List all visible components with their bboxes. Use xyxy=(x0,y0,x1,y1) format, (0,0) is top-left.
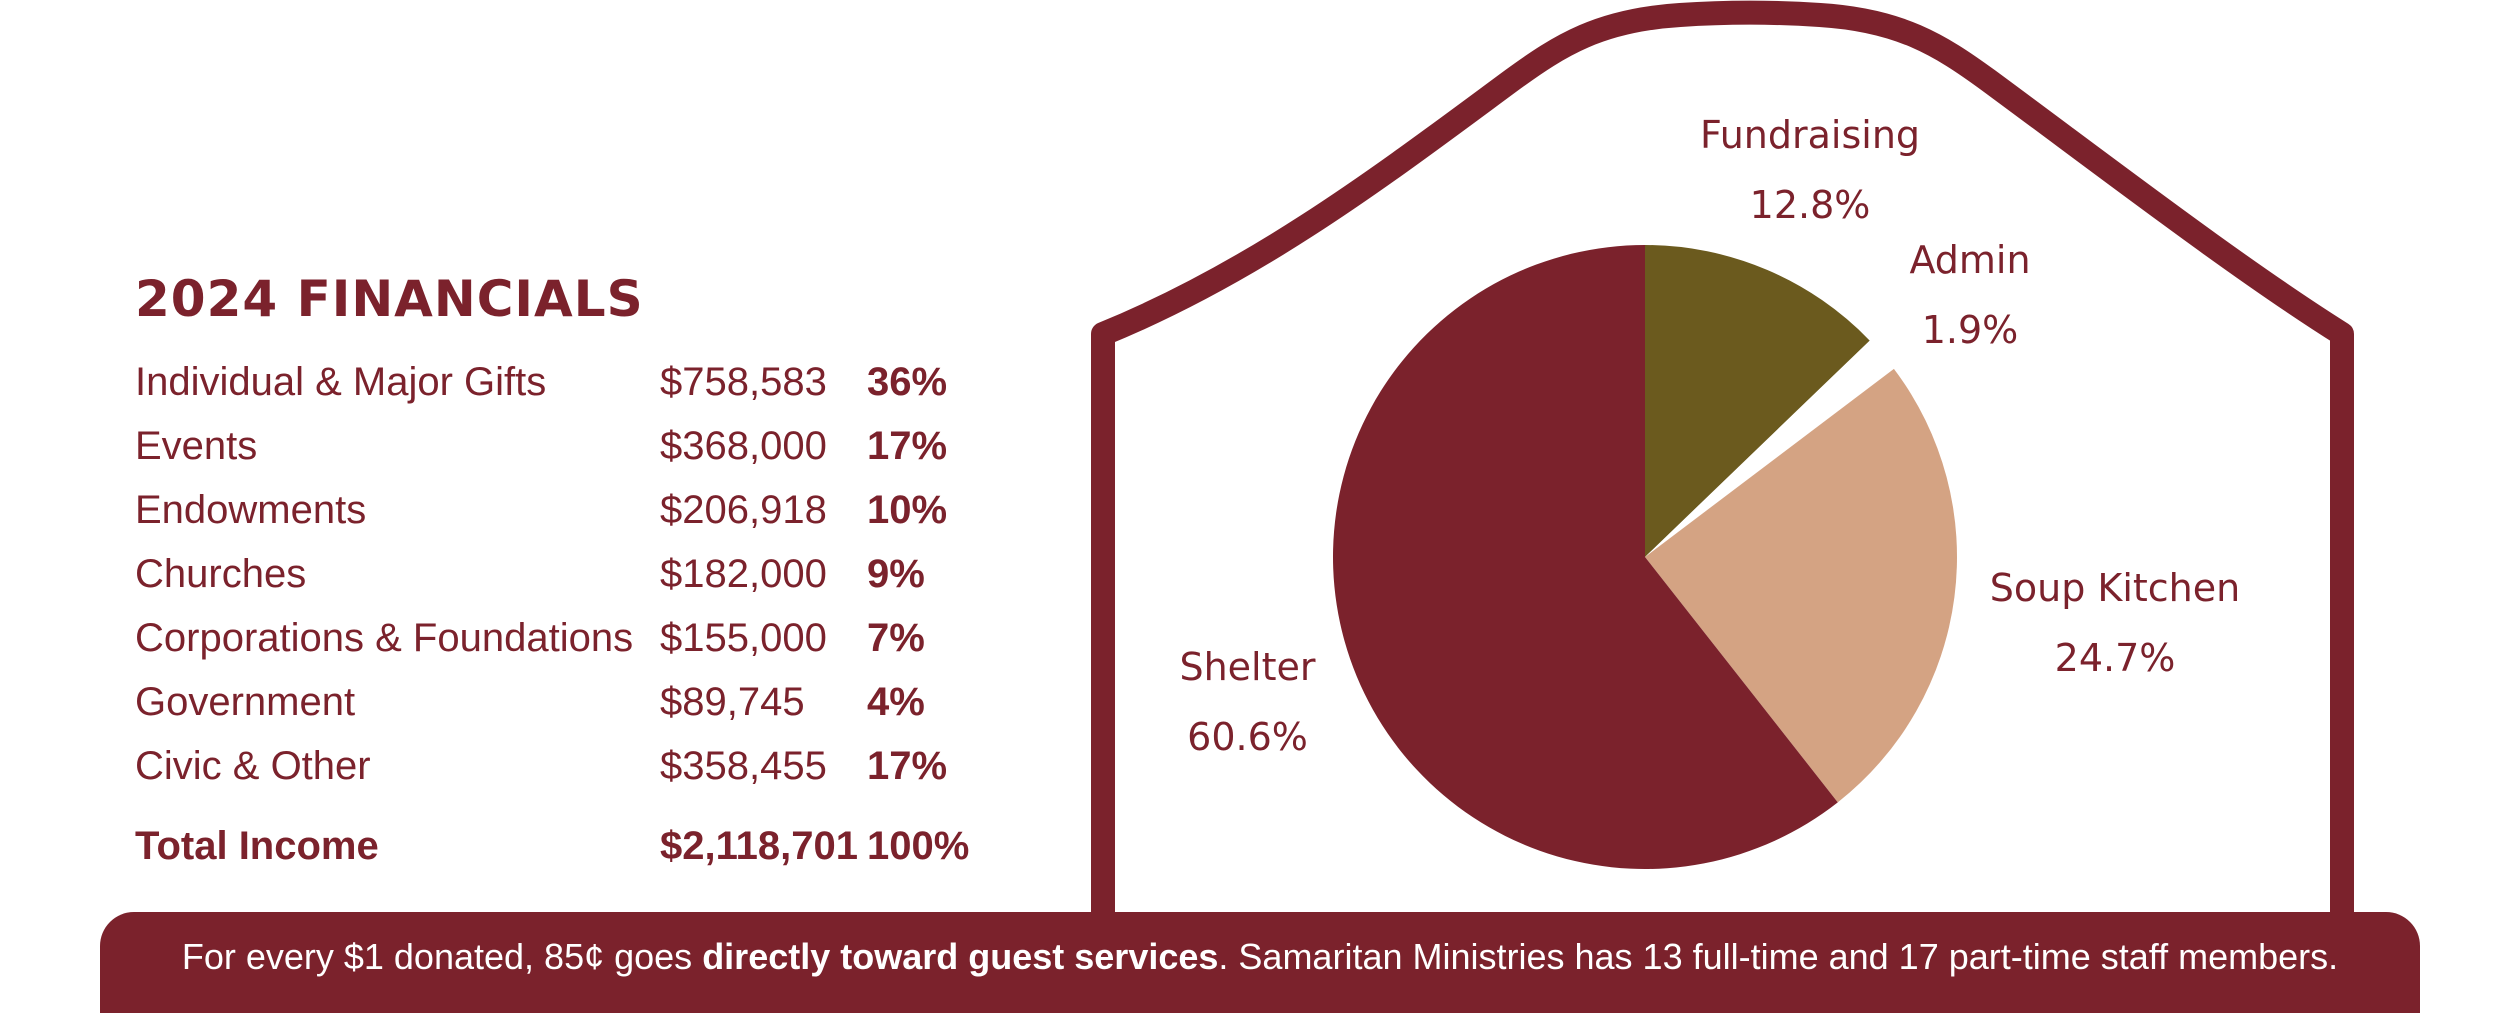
row-amount: $182,000 xyxy=(660,552,827,596)
pie-slice-shelter xyxy=(1332,245,1838,869)
footer-text-end: . Samaritan Ministries has 13 full-time … xyxy=(1218,936,2339,977)
row-category: Endowments xyxy=(135,488,367,532)
table-row: Government $89,745 4% xyxy=(135,670,1015,734)
label-fundraising: Fundraising 12.8% xyxy=(1690,100,1930,240)
row-category: Events xyxy=(135,424,258,468)
pie-slice-fundraising xyxy=(1645,245,1870,557)
label-soup-kitchen-value: 24.7% xyxy=(2054,636,2176,680)
label-admin: Admin 1.9% xyxy=(1880,225,2060,365)
label-shelter-value: 60.6% xyxy=(1187,715,1308,759)
total-percent: 100% xyxy=(867,824,970,868)
row-percent: 4% xyxy=(867,680,925,724)
table-row: Churches $182,000 9% xyxy=(135,542,1015,606)
row-category: Government xyxy=(135,680,356,724)
footer-text-start: For every $1 donated, 85¢ goes xyxy=(181,936,703,977)
row-percent: 10% xyxy=(867,488,948,532)
table-row: Civic & Other $358,455 17% xyxy=(135,734,1015,798)
footer-banner: For every $1 donated, 85¢ goes directly … xyxy=(100,912,2420,1013)
table-row: Corporations & Foundations $155,000 7% xyxy=(135,606,1015,670)
table-row: Individual & Major Gifts $758,583 36% xyxy=(135,350,1015,414)
house-outline xyxy=(1091,0,2354,1013)
label-fundraising-value: 12.8% xyxy=(1749,183,1871,227)
label-shelter-name: Shelter xyxy=(1179,645,1316,689)
total-row: Total Income $2,118,701 100% xyxy=(135,814,1015,878)
label-shelter: Shelter 60.6% xyxy=(1160,632,1335,772)
row-percent: 36% xyxy=(867,360,948,404)
label-admin-value: 1.9% xyxy=(1921,308,2019,352)
row-category: Corporations & Foundations xyxy=(135,616,634,660)
label-admin-name: Admin xyxy=(1909,238,2031,282)
row-percent: 17% xyxy=(867,424,948,468)
table-row: Events $368,000 17% xyxy=(135,414,1015,478)
footer-text-bold: directly toward guest services xyxy=(702,936,1219,977)
row-amount: $358,455 xyxy=(660,744,827,788)
pie-slice-soup-kitchen xyxy=(1645,368,1957,803)
pie-slices xyxy=(1332,245,1957,869)
row-amount: $758,583 xyxy=(660,360,827,404)
row-amount: $368,000 xyxy=(660,424,827,468)
row-amount: $206,918 xyxy=(660,488,827,532)
table-row: Endowments $206,918 10% xyxy=(135,478,1015,542)
row-percent: 17% xyxy=(867,744,948,788)
total-category: Total Income xyxy=(135,824,379,868)
financials-title: 2024 FINANCIALS xyxy=(135,270,644,328)
row-category: Individual & Major Gifts xyxy=(135,360,547,404)
row-category: Civic & Other xyxy=(135,744,371,788)
label-soup-kitchen-name: Soup Kitchen xyxy=(1989,566,2241,610)
row-percent: 7% xyxy=(867,616,925,660)
total-amount: $2,118,701 xyxy=(660,824,858,868)
label-fundraising-name: Fundraising xyxy=(1699,113,1921,157)
row-amount: $89,745 xyxy=(660,680,805,724)
row-percent: 9% xyxy=(867,552,925,596)
row-category: Churches xyxy=(135,552,307,596)
pie-slice-admin xyxy=(1645,340,1894,557)
footer-text: For every $1 donated, 85¢ goes directly … xyxy=(100,936,2420,978)
label-soup-kitchen: Soup Kitchen 24.7% xyxy=(1970,553,2260,693)
financials-table: Individual & Major Gifts $758,583 36% Ev… xyxy=(135,350,1015,878)
row-amount: $155,000 xyxy=(660,616,827,660)
